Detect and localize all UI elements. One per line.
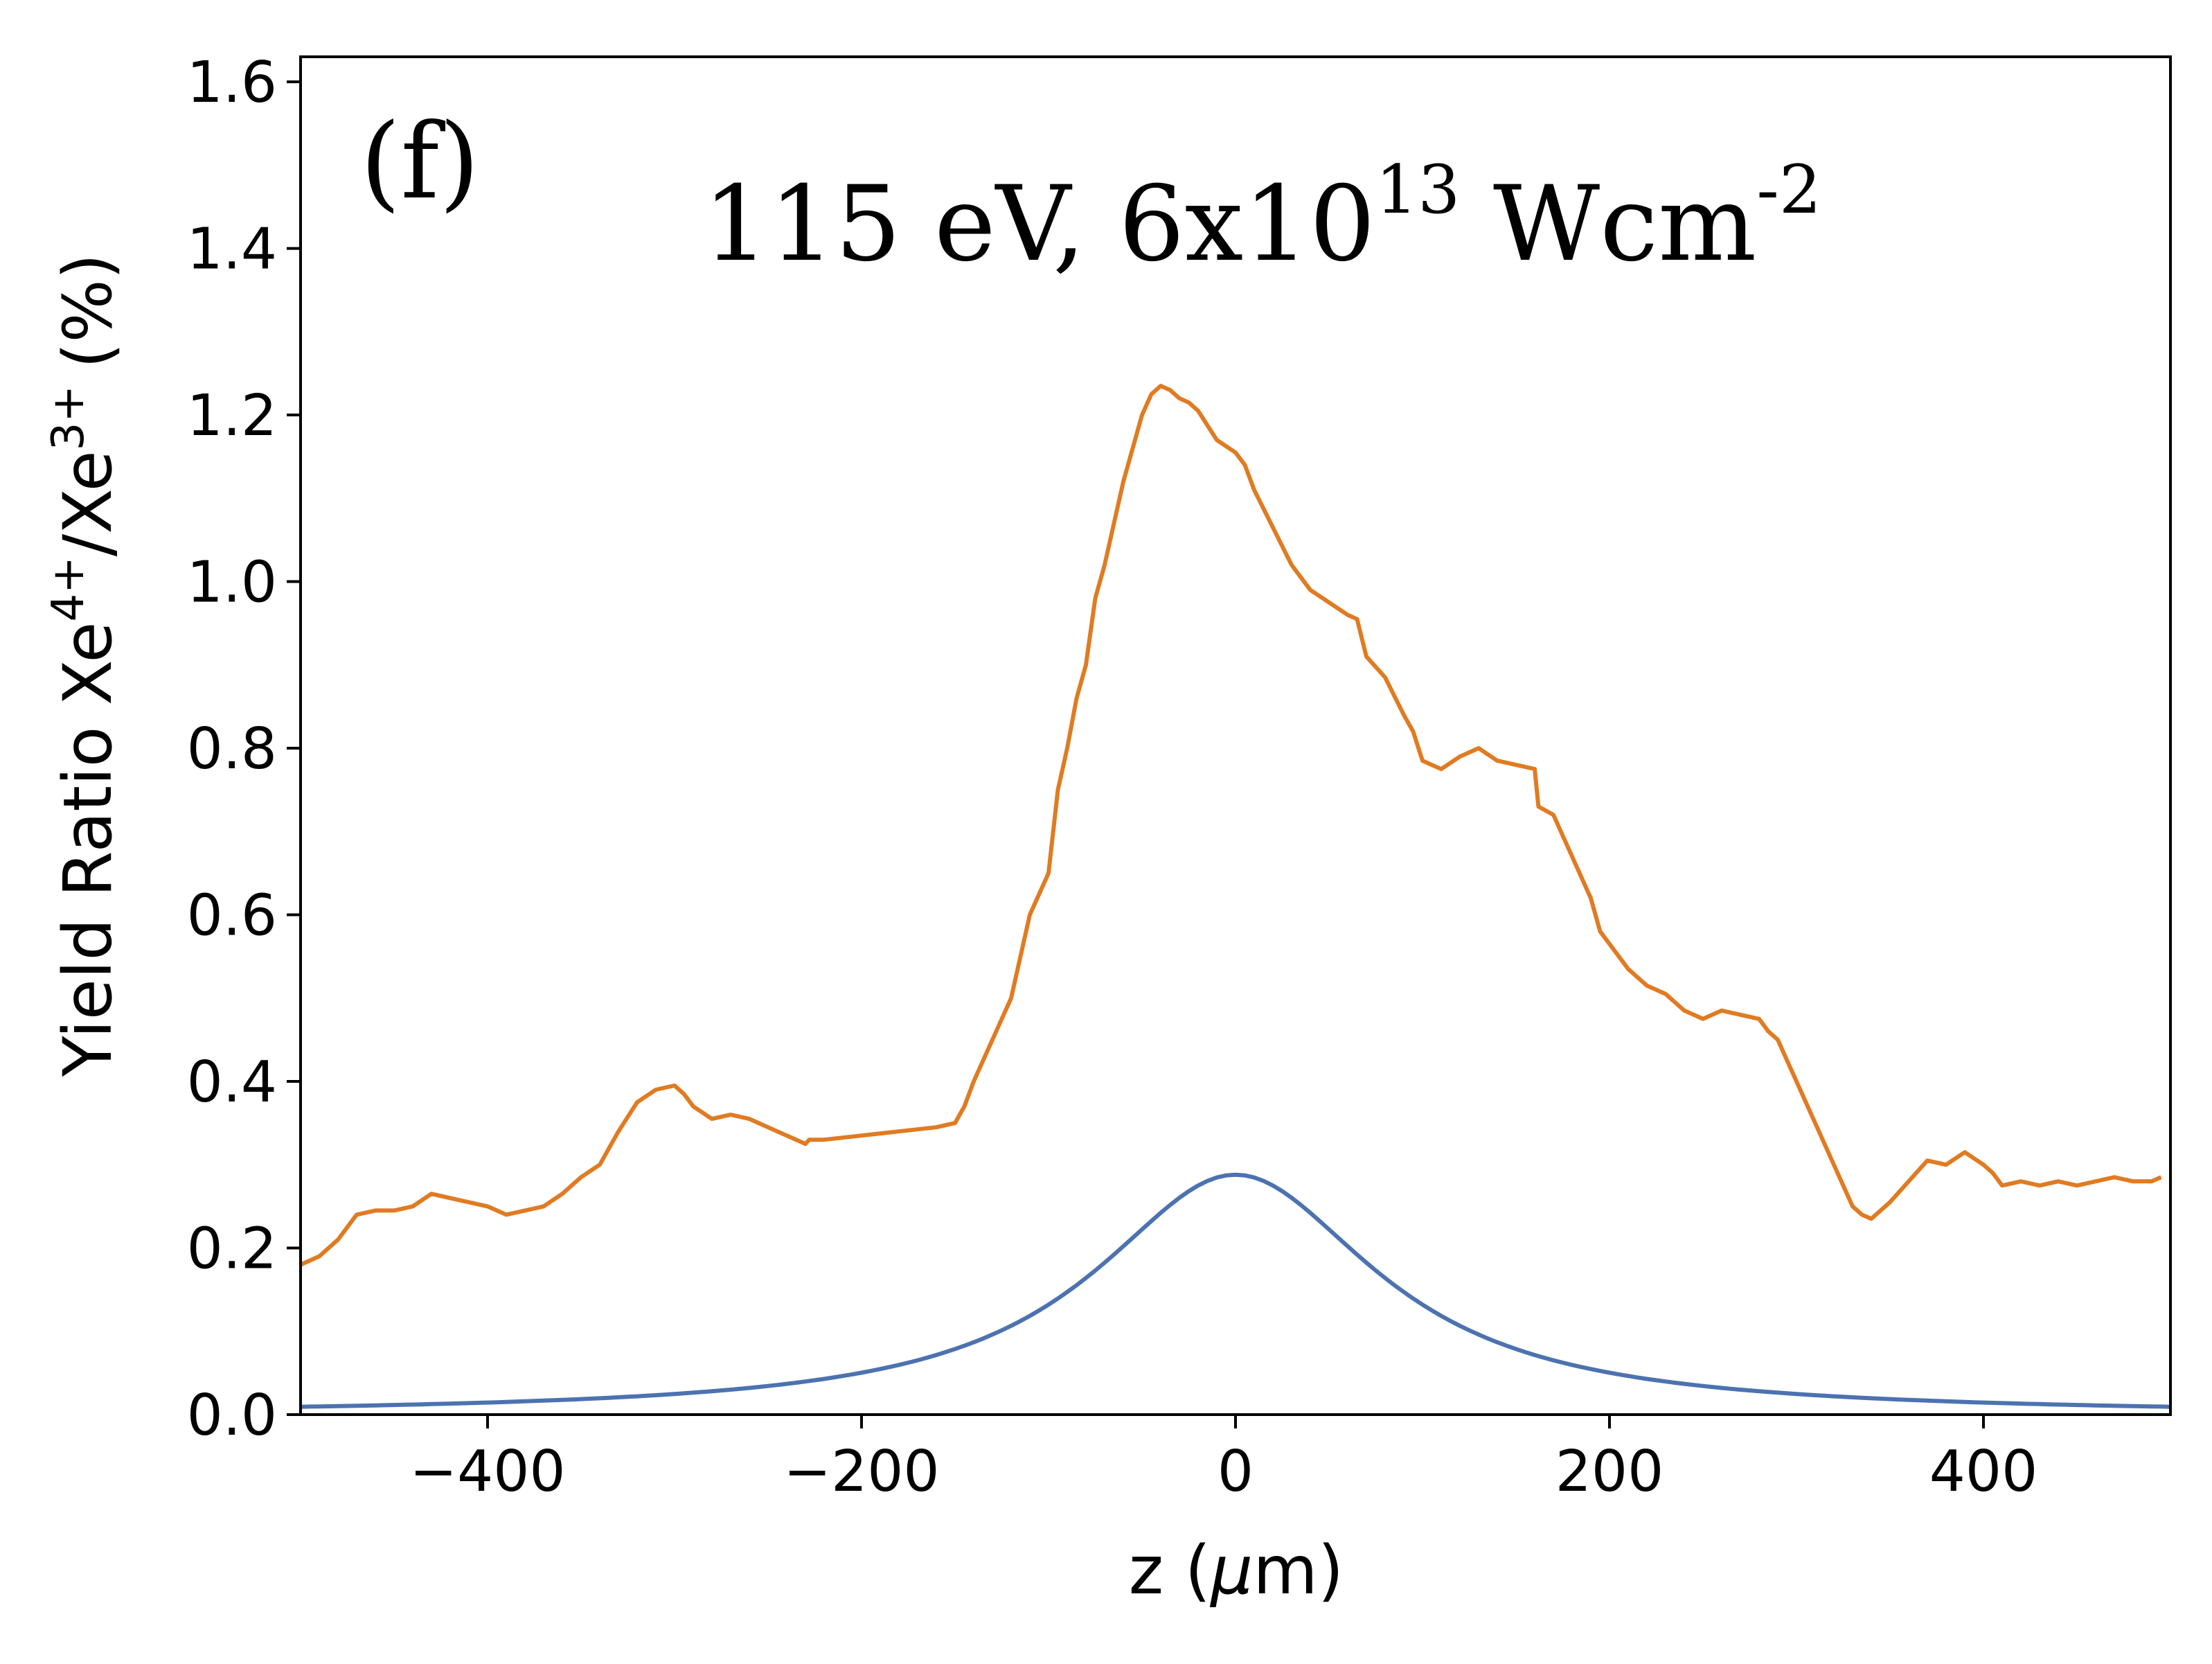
y-axis-title-sup2: 3+ (43, 385, 94, 450)
y-tick-label: 0.4 (187, 1050, 277, 1115)
y-axis-title-suffix: (%) (49, 254, 127, 369)
y-tick-label: 1.6 (187, 50, 277, 116)
y-axis-title-prefix: Yield Ratio Xe (49, 622, 127, 1078)
title-exponent: 13 (1375, 151, 1460, 229)
title-unit: Wcm (1460, 164, 1756, 285)
series-line-experiment (301, 384, 2162, 1267)
x-tick-label: 0 (1218, 1439, 1254, 1505)
chart-title: 115 eV, 6x1013 Wcm-2 (703, 151, 1821, 285)
y-tick-label: 1.0 (187, 550, 277, 616)
panel-label: (f) (360, 102, 480, 222)
x-tick-label: −400 (409, 1439, 565, 1505)
y-tick-label: 1.2 (187, 383, 277, 449)
x-tick-label: −200 (783, 1439, 939, 1505)
y-axis-title-sup1: 4+ (43, 556, 94, 621)
series-line-model (301, 1172, 2170, 1409)
x-tick-label: 200 (1555, 1439, 1664, 1505)
y-tick-label: 0.2 (187, 1216, 277, 1282)
title-base: 115 eV, 6x10 (703, 164, 1375, 285)
ticks-layer: −400 −200 0 200 400 0.0 0.2 0.4 0.6 0.8 1.0 1.2 1.4 1… (187, 50, 2038, 1505)
y-tick-label: 0.8 (187, 716, 277, 782)
y-tick-label: 0.6 (187, 883, 277, 949)
y-axis-title-mid: /Xe (49, 450, 127, 556)
x-axis-title-suffix: m) (1253, 1532, 1344, 1609)
x-axis-title-prefix: z ( (1129, 1532, 1211, 1609)
title-unit-exponent: -2 (1756, 151, 1821, 229)
y-axis-title: Yield Ratio Xe4+/Xe3+ (%) (43, 254, 127, 1077)
x-axis-title: z (μm) (1129, 1532, 1344, 1609)
y-tick-label: 0.0 (187, 1383, 277, 1449)
x-tick-label: 400 (1929, 1439, 2038, 1505)
series-layer (301, 384, 2170, 1409)
x-axis-title-mu: μ (1209, 1532, 1253, 1609)
y-tick-label: 1.4 (187, 217, 277, 283)
